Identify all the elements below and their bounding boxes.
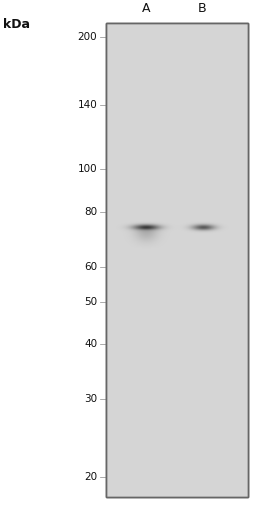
Text: kDa: kDa: [3, 18, 29, 31]
Bar: [106, 23, 248, 497]
Text: 60: 60: [84, 262, 97, 272]
Bar: [106, 23, 248, 497]
Text: A: A: [142, 3, 150, 15]
Text: 50: 50: [84, 296, 97, 307]
Text: 100: 100: [78, 164, 97, 174]
Bar: [106, 23, 248, 497]
Text: 30: 30: [84, 394, 97, 404]
Text: 20: 20: [84, 472, 97, 481]
Text: 140: 140: [78, 100, 97, 110]
Text: 200: 200: [78, 32, 97, 42]
Text: B: B: [198, 3, 207, 15]
Text: 80: 80: [84, 207, 97, 217]
Text: 40: 40: [84, 339, 97, 349]
